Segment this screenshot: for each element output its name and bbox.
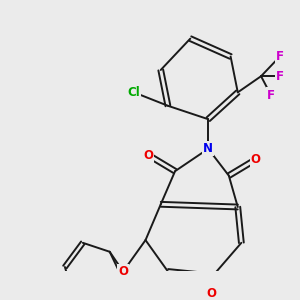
Text: O: O <box>118 265 128 278</box>
Text: Cl: Cl <box>128 86 140 99</box>
Text: N: N <box>203 142 213 155</box>
Text: F: F <box>267 88 275 101</box>
Text: F: F <box>276 50 284 63</box>
Text: O: O <box>206 287 216 300</box>
Text: O: O <box>143 148 153 161</box>
Text: O: O <box>251 153 261 166</box>
Text: F: F <box>276 70 284 83</box>
